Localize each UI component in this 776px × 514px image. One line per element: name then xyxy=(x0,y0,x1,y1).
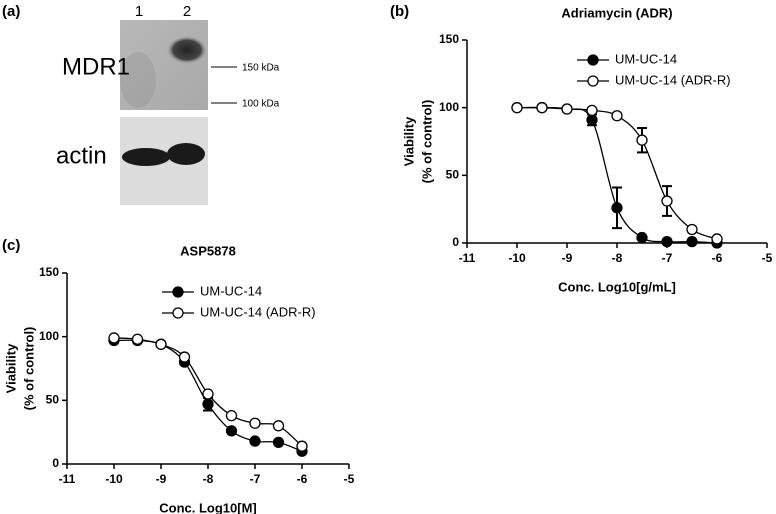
y-tick-label: 50 xyxy=(446,168,460,182)
x-tick-label: -8 xyxy=(203,472,214,486)
y-tick-label: 150 xyxy=(439,32,459,46)
x-tick-label: -5 xyxy=(344,472,355,486)
blot-band xyxy=(167,143,205,165)
data-point xyxy=(711,233,723,245)
data-point xyxy=(249,417,261,429)
x-axis-label: Conc. Log10[g/mL] xyxy=(558,279,676,294)
data-point xyxy=(249,435,261,447)
panel-label: (b) xyxy=(390,3,409,20)
legend-label: UM-UC-14 xyxy=(200,283,262,298)
legend-marker xyxy=(172,307,184,319)
y-tick-label: 100 xyxy=(39,329,59,343)
protein-label: MDR1 xyxy=(62,53,130,80)
data-point xyxy=(661,195,673,207)
x-tick-label: -9 xyxy=(562,251,573,265)
y-tick-label: 0 xyxy=(52,456,59,470)
x-tick-label: -6 xyxy=(712,251,723,265)
x-tick-label: -5 xyxy=(762,251,773,265)
data-point xyxy=(272,436,285,449)
y-tick-label: 0 xyxy=(452,235,459,249)
blot-band xyxy=(167,36,207,64)
x-tick-label: -7 xyxy=(662,251,673,265)
panel-label: (c) xyxy=(2,237,20,254)
data-point xyxy=(636,231,648,244)
data-point xyxy=(586,104,598,117)
data-point xyxy=(611,110,623,122)
blot-smear xyxy=(120,52,156,108)
y-axis-label: (% of control) xyxy=(21,327,36,411)
chart: (b) Adriamycin (ADR) Conc. Log10[g/mL] Viab… xyxy=(390,3,773,294)
x-tick-label: -9 xyxy=(156,472,167,486)
chart-title: Adriamycin (ADR) xyxy=(561,5,672,20)
y-tick-label: 100 xyxy=(439,100,459,114)
blot-band xyxy=(122,148,170,166)
legend-label: UM-UC-14 xyxy=(615,51,677,66)
legend-marker xyxy=(587,54,599,66)
data-point xyxy=(611,202,623,214)
marker-label: 100 kDa xyxy=(242,99,280,110)
legend-marker xyxy=(172,286,184,298)
y-tick-label: 150 xyxy=(39,265,59,279)
panel-label: (a) xyxy=(2,3,20,20)
data-point xyxy=(511,102,523,114)
x-tick-label: -7 xyxy=(250,472,261,486)
data-point xyxy=(272,420,285,432)
y-axis-label: Viability xyxy=(401,116,416,166)
data-point xyxy=(225,425,238,437)
x-tick-label: -10 xyxy=(508,251,526,265)
chart: (c) ASP5878 Conc. Log10[M] Viability (% of c… xyxy=(2,237,355,514)
x-axis-label: Conc. Log10[M] xyxy=(159,500,257,514)
data-point xyxy=(561,103,573,115)
data-point xyxy=(586,114,598,126)
data-point xyxy=(661,235,673,248)
legend-label: UM-UC-14 (ADR-R) xyxy=(615,72,731,87)
protein-label: actin xyxy=(56,142,107,169)
marker-label: 150 kDa xyxy=(242,63,280,74)
x-tick-label: -11 xyxy=(459,251,476,265)
data-point xyxy=(202,398,214,410)
data-point xyxy=(636,134,648,146)
data-point xyxy=(131,333,144,345)
x-tick-label: -10 xyxy=(105,472,123,486)
data-point xyxy=(202,388,214,400)
data-point xyxy=(686,235,698,248)
data-point xyxy=(155,338,167,350)
x-tick-label: -11 xyxy=(59,472,76,486)
data-point xyxy=(178,351,191,363)
data-point xyxy=(536,102,548,114)
x-tick-label: -8 xyxy=(612,251,623,265)
data-point xyxy=(108,332,120,344)
y-tick-label: 50 xyxy=(46,393,60,407)
data-point xyxy=(225,409,238,422)
legend-label: UM-UC-14 (ADR-R) xyxy=(200,304,316,319)
data-point xyxy=(686,223,698,236)
y-axis-label: (% of control) xyxy=(419,100,434,184)
x-tick-label: -6 xyxy=(297,472,308,486)
lane-label: 2 xyxy=(183,3,191,20)
legend-marker xyxy=(587,75,599,87)
lane-label: 1 xyxy=(135,3,143,20)
chart-title: ASP5878 xyxy=(180,243,236,258)
blot-panel: (a) 1 2 MDR1 actin 150 kDa 100 kDa xyxy=(2,3,280,205)
data-point xyxy=(296,440,308,452)
y-axis-label: Viability xyxy=(3,343,18,393)
